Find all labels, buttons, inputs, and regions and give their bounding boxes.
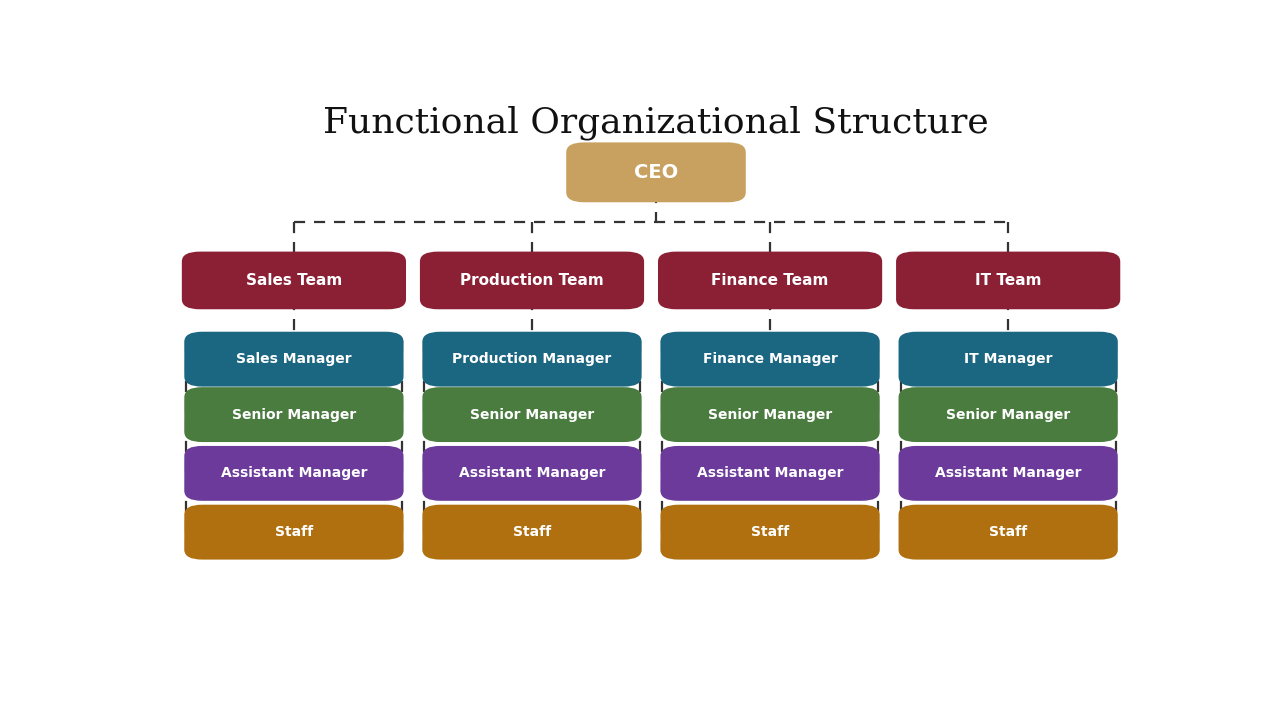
FancyBboxPatch shape	[899, 446, 1117, 501]
FancyBboxPatch shape	[422, 332, 641, 387]
FancyBboxPatch shape	[420, 251, 644, 310]
FancyBboxPatch shape	[660, 505, 879, 559]
Text: Staff: Staff	[989, 525, 1028, 539]
FancyBboxPatch shape	[899, 332, 1117, 387]
FancyBboxPatch shape	[566, 143, 746, 202]
Text: Sales Manager: Sales Manager	[236, 352, 352, 366]
FancyBboxPatch shape	[899, 505, 1117, 559]
Text: IT Manager: IT Manager	[964, 352, 1052, 366]
Text: Staff: Staff	[751, 525, 790, 539]
FancyBboxPatch shape	[182, 251, 406, 310]
FancyBboxPatch shape	[658, 251, 882, 310]
Text: Sales Team: Sales Team	[246, 273, 342, 288]
FancyBboxPatch shape	[896, 251, 1120, 310]
Text: Senior Manager: Senior Manager	[708, 408, 832, 422]
FancyBboxPatch shape	[422, 446, 641, 501]
FancyBboxPatch shape	[660, 446, 879, 501]
FancyBboxPatch shape	[660, 332, 879, 387]
Text: Staff: Staff	[513, 525, 552, 539]
Text: Production Manager: Production Manager	[452, 352, 612, 366]
FancyBboxPatch shape	[899, 387, 1117, 442]
Text: Assistant Manager: Assistant Manager	[458, 467, 605, 480]
Text: Finance Manager: Finance Manager	[703, 352, 837, 366]
Text: Finance Team: Finance Team	[712, 273, 828, 288]
FancyBboxPatch shape	[184, 332, 403, 387]
Text: Functional Organizational Structure: Functional Organizational Structure	[323, 106, 989, 140]
FancyBboxPatch shape	[184, 387, 403, 442]
Text: Assistant Manager: Assistant Manager	[696, 467, 844, 480]
Text: Production Team: Production Team	[460, 273, 604, 288]
Text: Senior Manager: Senior Manager	[470, 408, 594, 422]
FancyBboxPatch shape	[184, 505, 403, 559]
Text: Senior Manager: Senior Manager	[232, 408, 356, 422]
Text: IT Team: IT Team	[975, 273, 1042, 288]
FancyBboxPatch shape	[660, 387, 879, 442]
FancyBboxPatch shape	[422, 505, 641, 559]
Text: Staff: Staff	[275, 525, 314, 539]
Text: CEO: CEO	[634, 163, 678, 182]
Text: Senior Manager: Senior Manager	[946, 408, 1070, 422]
FancyBboxPatch shape	[184, 446, 403, 501]
Text: Assistant Manager: Assistant Manager	[220, 467, 367, 480]
Text: Assistant Manager: Assistant Manager	[934, 467, 1082, 480]
FancyBboxPatch shape	[422, 387, 641, 442]
